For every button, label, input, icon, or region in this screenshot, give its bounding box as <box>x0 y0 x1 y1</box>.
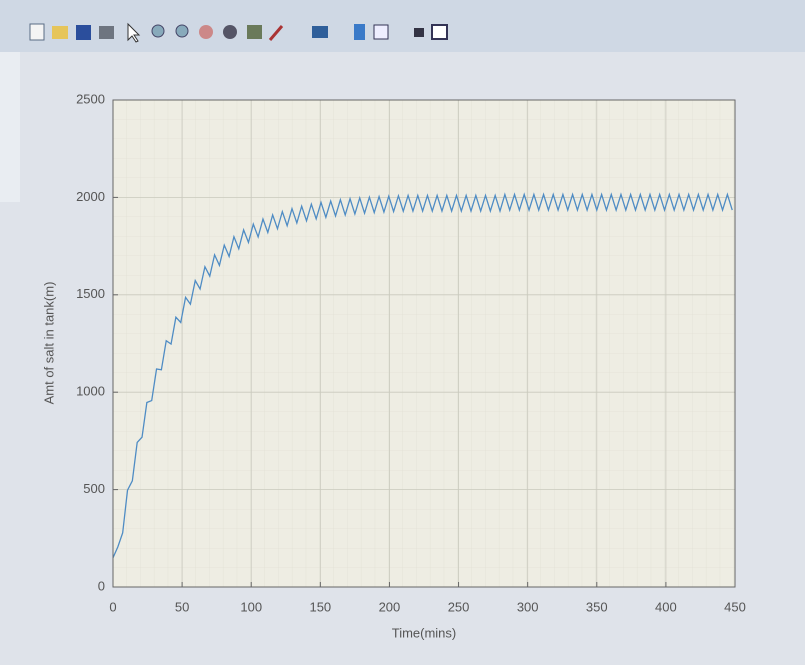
colorbar-icon[interactable] <box>354 24 365 40</box>
x-tick-label: 100 <box>240 599 262 614</box>
dock-icon[interactable] <box>432 25 447 39</box>
x-tick-label: 400 <box>655 599 677 614</box>
zoom-in-icon[interactable] <box>152 25 164 37</box>
link-icon[interactable] <box>312 26 328 38</box>
x-tick-label: 350 <box>586 599 608 614</box>
minor-grid <box>113 100 735 587</box>
print-icon[interactable] <box>99 26 114 39</box>
figure-window: 0 50 100 150 200 250 300 350 400 450 0 500 1000 1500 2… <box>0 0 805 660</box>
side-panel <box>0 52 20 202</box>
y-tick-label: 500 <box>83 481 105 496</box>
x-tick-label: 200 <box>379 599 401 614</box>
open-icon[interactable] <box>52 26 68 39</box>
rotate-icon[interactable] <box>223 25 237 39</box>
y-tick-label: 1000 <box>76 384 105 399</box>
x-tick-label: 300 <box>517 599 539 614</box>
y-tick-label: 2000 <box>76 189 105 204</box>
y-tick-label: 0 <box>98 578 105 593</box>
legend-icon[interactable] <box>374 25 388 39</box>
new-icon[interactable] <box>30 24 44 40</box>
x-tick-label: 150 <box>309 599 331 614</box>
y-axis-label: Amt of salt in tank(m) <box>41 282 56 405</box>
y-tick-label: 1500 <box>76 286 105 301</box>
pan-icon[interactable] <box>199 25 213 39</box>
x-tick-label: 450 <box>724 599 746 614</box>
zoom-out-icon[interactable] <box>176 25 188 37</box>
datatip-icon[interactable] <box>247 25 262 39</box>
x-tick-label: 250 <box>448 599 470 614</box>
x-tick-label: 0 <box>109 599 116 614</box>
save-icon[interactable] <box>76 25 91 40</box>
hide-tools-icon[interactable] <box>414 28 424 37</box>
x-axis-label: Time(mins) <box>392 625 457 640</box>
x-tick-label: 50 <box>175 599 189 614</box>
y-tick-label: 2500 <box>76 91 105 106</box>
toolbar <box>0 0 805 52</box>
